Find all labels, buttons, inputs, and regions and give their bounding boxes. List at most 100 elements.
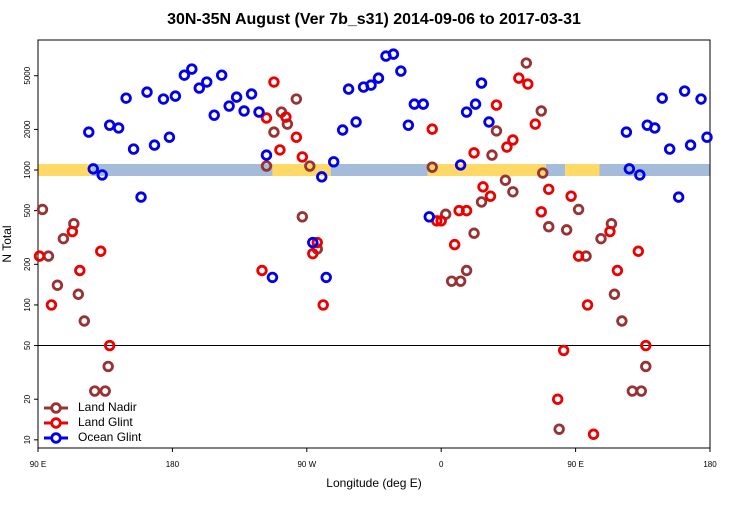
- point: [604, 225, 616, 238]
- point: [350, 116, 362, 128]
- point: [135, 191, 147, 203]
- point: [529, 118, 541, 130]
- point: [445, 275, 458, 287]
- point: [36, 203, 49, 216]
- band-segment: [38, 164, 92, 177]
- point: [201, 76, 213, 88]
- point: [553, 423, 565, 435]
- point: [193, 82, 205, 94]
- x-tick-label: 90 E: [30, 460, 46, 469]
- x-tick-label: 0: [439, 460, 444, 469]
- point: [230, 91, 243, 103]
- legend-marker: [50, 402, 62, 414]
- point: [454, 159, 467, 171]
- point: [475, 77, 488, 89]
- legend-marker: [50, 417, 62, 429]
- point: [535, 206, 547, 218]
- point: [102, 360, 114, 373]
- point: [87, 163, 99, 175]
- point: [595, 232, 607, 245]
- point: [296, 211, 309, 223]
- point: [141, 86, 153, 98]
- point: [701, 131, 713, 143]
- point: [477, 181, 489, 193]
- point: [95, 245, 107, 257]
- point: [423, 211, 435, 223]
- band-segment: [545, 164, 566, 177]
- point: [460, 264, 473, 277]
- x-axis-label: Longitude (deg E): [326, 476, 421, 490]
- point: [42, 250, 55, 262]
- band-segment: [272, 164, 331, 177]
- point: [543, 183, 555, 195]
- point: [245, 88, 258, 100]
- point: [460, 204, 473, 217]
- point: [387, 48, 400, 60]
- point: [608, 288, 621, 300]
- point: [507, 186, 519, 198]
- point: [572, 250, 585, 262]
- point: [402, 119, 415, 131]
- point: [320, 271, 332, 284]
- y-tick-label: 1000: [23, 161, 32, 179]
- band-segment: [427, 164, 546, 177]
- point: [268, 126, 280, 138]
- point: [89, 385, 101, 397]
- point: [581, 299, 594, 311]
- y-tick-label: 5000: [23, 66, 32, 84]
- point: [372, 72, 385, 84]
- point: [611, 264, 624, 277]
- point: [51, 279, 64, 291]
- point: [557, 344, 570, 357]
- point: [99, 385, 111, 397]
- y-tick-label: 200: [23, 257, 32, 271]
- point: [266, 271, 279, 284]
- y-tick-label: 500: [23, 203, 32, 217]
- point: [634, 169, 646, 181]
- legend-label: Land Nadir: [78, 400, 137, 414]
- point: [640, 339, 652, 352]
- legend-marker: [50, 432, 62, 444]
- point: [280, 111, 292, 123]
- point: [253, 106, 265, 118]
- point: [426, 123, 438, 135]
- point: [620, 126, 633, 138]
- point: [307, 247, 319, 260]
- point: [395, 65, 407, 77]
- point: [454, 275, 467, 287]
- point: [522, 78, 534, 90]
- point: [513, 72, 525, 84]
- point: [475, 196, 488, 208]
- point: [78, 315, 90, 327]
- point: [260, 112, 273, 124]
- point: [551, 393, 564, 405]
- point: [148, 139, 161, 151]
- point: [223, 100, 235, 112]
- point: [186, 63, 198, 75]
- point: [296, 151, 309, 163]
- point: [45, 299, 58, 311]
- point: [316, 171, 328, 183]
- point: [317, 299, 329, 311]
- point: [490, 125, 503, 137]
- point: [672, 191, 685, 203]
- legend-label: Land Glint: [78, 415, 133, 429]
- point: [469, 98, 482, 110]
- point: [304, 160, 316, 172]
- y-tick-label: 20: [23, 394, 32, 403]
- point: [307, 236, 319, 249]
- point: [336, 124, 349, 136]
- point: [448, 238, 461, 251]
- point: [127, 143, 140, 155]
- x-tick-label: 180: [703, 460, 717, 469]
- point: [268, 76, 280, 88]
- point: [543, 221, 555, 233]
- point: [635, 385, 648, 397]
- point: [560, 224, 573, 236]
- point: [256, 264, 268, 277]
- point: [163, 131, 176, 143]
- point: [468, 147, 480, 159]
- point: [435, 215, 447, 227]
- point: [57, 232, 70, 245]
